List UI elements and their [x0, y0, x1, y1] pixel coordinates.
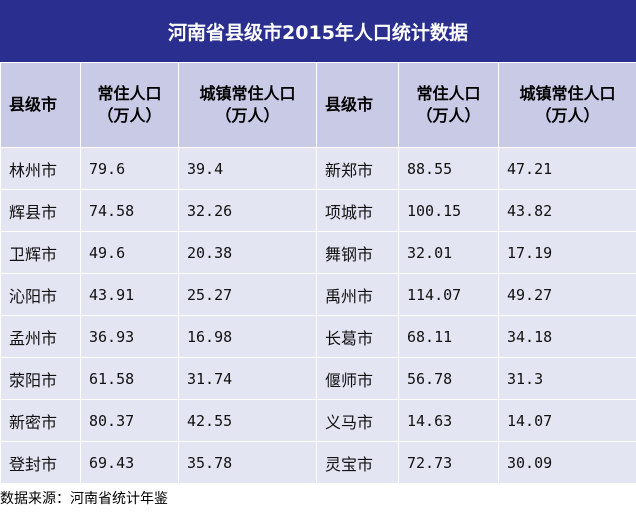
resident-cell: 68.11	[398, 315, 499, 358]
city-cell: 卫辉市	[0, 231, 81, 274]
resident-cell: 56.78	[398, 357, 499, 400]
urban-cell: 43.82	[498, 189, 636, 232]
urban-cell: 31.74	[178, 357, 317, 400]
table-row: 林州市 79.6 39.4 新郑市 88.55 47.21	[0, 147, 636, 190]
resident-cell: 32.01	[398, 231, 499, 274]
data-source-note: 数据来源：河南省统计年鉴	[0, 491, 168, 507]
header-urban-2-line1: 城镇常住人口	[519, 84, 616, 103]
resident-cell: 72.73	[398, 441, 499, 484]
header-resident-1-line2: （万人）	[97, 106, 162, 125]
resident-cell: 74.58	[80, 189, 179, 232]
resident-cell: 49.6	[80, 231, 179, 274]
urban-cell: 31.3	[498, 357, 636, 400]
urban-cell: 34.18	[498, 315, 636, 358]
header-row: 县级市 常住人口 （万人） 城镇常住人口 （万人） 县级市 常住人口 （万人） …	[0, 62, 636, 148]
resident-cell: 80.37	[80, 399, 179, 442]
city-cell: 禹州市	[316, 273, 399, 316]
urban-cell: 39.4	[178, 147, 317, 190]
resident-cell: 88.55	[398, 147, 499, 190]
city-cell: 灵宝市	[316, 441, 399, 484]
header-urban-1: 城镇常住人口 （万人）	[178, 62, 317, 148]
city-cell: 偃师市	[316, 357, 399, 400]
city-cell: 登封市	[0, 441, 81, 484]
urban-cell: 42.55	[178, 399, 317, 442]
header-city-1: 县级市	[0, 62, 81, 148]
resident-cell: 79.6	[80, 147, 179, 190]
table-row: 卫辉市 49.6 20.38 舞钢市 32.01 17.19	[0, 231, 636, 274]
table-title: 河南省县级市2015年人口统计数据	[0, 0, 636, 62]
header-urban-2-line2: （万人）	[535, 106, 600, 125]
header-resident-1-line1: 常住人口	[97, 84, 162, 103]
header-city-2: 县级市	[316, 62, 399, 148]
table-row: 沁阳市 43.91 25.27 禹州市 114.07 49.27	[0, 273, 636, 316]
urban-cell: 14.07	[498, 399, 636, 442]
urban-cell: 17.19	[498, 231, 636, 274]
resident-cell: 36.93	[80, 315, 179, 358]
resident-cell: 114.07	[398, 273, 499, 316]
urban-cell: 49.27	[498, 273, 636, 316]
header-resident-1: 常住人口 （万人）	[80, 62, 179, 148]
resident-cell: 100.15	[398, 189, 499, 232]
resident-cell: 69.43	[80, 441, 179, 484]
header-resident-2-line2: （万人）	[416, 106, 481, 125]
urban-cell: 25.27	[178, 273, 317, 316]
resident-cell: 14.63	[398, 399, 499, 442]
city-cell: 林州市	[0, 147, 81, 190]
table-row: 辉县市 74.58 32.26 项城市 100.15 43.82	[0, 189, 636, 232]
city-cell: 义马市	[316, 399, 399, 442]
table-row: 荥阳市 61.58 31.74 偃师市 56.78 31.3	[0, 357, 636, 400]
table-row: 孟州市 36.93 16.98 长葛市 68.11 34.18	[0, 315, 636, 358]
city-cell: 项城市	[316, 189, 399, 232]
urban-cell: 16.98	[178, 315, 317, 358]
header-urban-1-line2: （万人）	[215, 106, 280, 125]
city-cell: 沁阳市	[0, 273, 81, 316]
header-resident-2-line1: 常住人口	[416, 84, 481, 103]
city-cell: 孟州市	[0, 315, 81, 358]
city-cell: 舞钢市	[316, 231, 399, 274]
urban-cell: 20.38	[178, 231, 317, 274]
city-cell: 新郑市	[316, 147, 399, 190]
header-urban-1-line1: 城镇常住人口	[199, 84, 296, 103]
table-row: 新密市 80.37 42.55 义马市 14.63 14.07	[0, 399, 636, 442]
city-cell: 长葛市	[316, 315, 399, 358]
header-urban-2: 城镇常住人口 （万人）	[498, 62, 636, 148]
urban-cell: 30.09	[498, 441, 636, 484]
urban-cell: 47.21	[498, 147, 636, 190]
city-cell: 新密市	[0, 399, 81, 442]
table-row: 登封市 69.43 35.78 灵宝市 72.73 30.09	[0, 441, 636, 484]
urban-cell: 35.78	[178, 441, 317, 484]
resident-cell: 43.91	[80, 273, 179, 316]
city-cell: 辉县市	[0, 189, 81, 232]
city-cell: 荥阳市	[0, 357, 81, 400]
resident-cell: 61.58	[80, 357, 179, 400]
header-resident-2: 常住人口 （万人）	[398, 62, 499, 148]
urban-cell: 32.26	[178, 189, 317, 232]
population-table: 县级市 常住人口 （万人） 城镇常住人口 （万人） 县级市 常住人口 （万人） …	[0, 62, 636, 484]
